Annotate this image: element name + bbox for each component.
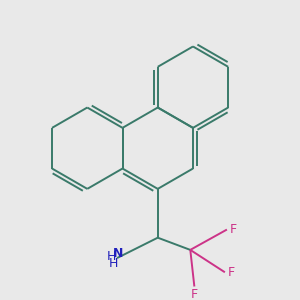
Text: F: F — [228, 266, 235, 279]
Text: F: F — [230, 223, 237, 236]
Text: F: F — [191, 288, 198, 300]
Text: N: N — [113, 247, 123, 260]
Text: H: H — [106, 250, 116, 262]
Text: H: H — [109, 257, 118, 270]
